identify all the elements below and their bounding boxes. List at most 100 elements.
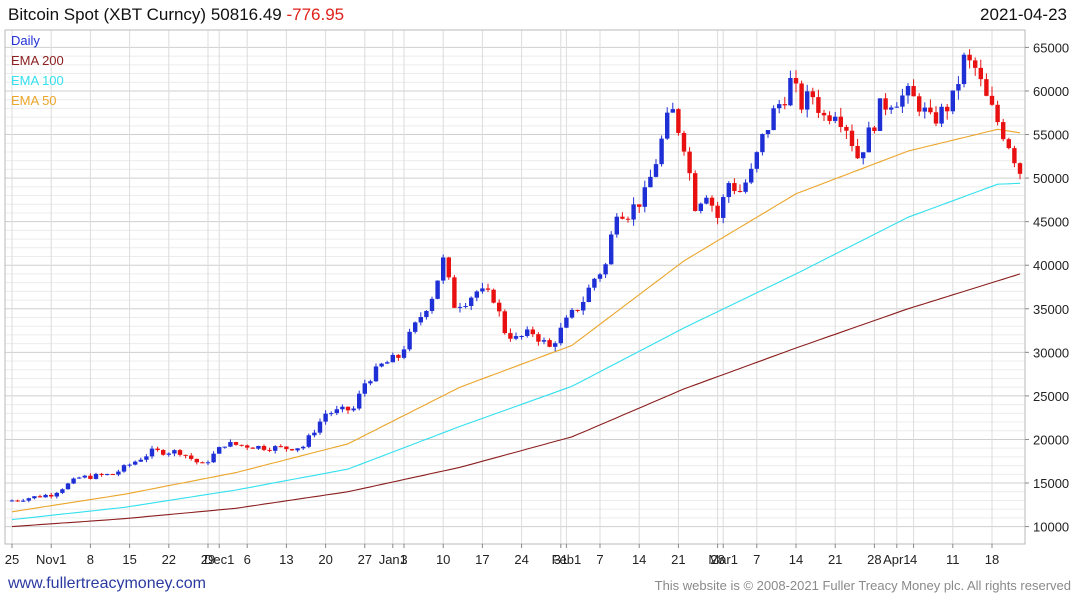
candle-body — [687, 151, 692, 174]
candle — [984, 73, 989, 97]
legend-item: EMA 100 — [11, 73, 64, 88]
candle — [345, 406, 351, 414]
candle-body — [77, 477, 82, 479]
candle-body — [782, 104, 787, 106]
chart-header: Bitcoin Spot (XBT Curncy) 50816.49 -776.… — [0, 0, 1075, 30]
legend: Daily EMA 200 EMA 100 EMA 50 — [11, 33, 64, 108]
candle-body — [306, 435, 311, 447]
x-tick-label: 4 — [910, 552, 917, 567]
candle-body — [586, 287, 591, 302]
chart-date: 2021-04-23 — [980, 5, 1067, 24]
candle — [866, 121, 871, 153]
x-tick-label: Nov1 — [36, 552, 66, 567]
candle-body — [749, 168, 754, 183]
candle — [793, 70, 799, 93]
candle-body — [250, 447, 255, 449]
y-axis: 10000 15000 20000 25000 30000 35000 40000 45000… — [1025, 40, 1069, 535]
candle-body — [984, 79, 989, 96]
candle-body — [799, 83, 804, 110]
candle — [530, 326, 535, 338]
candle — [631, 197, 636, 226]
candles — [9, 49, 1023, 503]
candle-body — [26, 498, 31, 501]
plot-frame — [4, 29, 1026, 545]
candle — [894, 102, 899, 108]
candle-body — [978, 67, 983, 80]
candle-body — [967, 54, 972, 61]
candle-body — [9, 500, 15, 502]
candle — [676, 108, 681, 136]
candle — [508, 328, 513, 342]
candle-body — [894, 106, 899, 108]
candle-body — [827, 115, 832, 121]
x-tick-label: Jan1 — [379, 552, 407, 567]
candle-body — [166, 453, 171, 455]
candle — [457, 302, 463, 313]
candle — [877, 98, 883, 132]
candle — [715, 201, 720, 225]
candle-body — [105, 474, 110, 476]
candle — [855, 138, 860, 159]
candle — [351, 406, 356, 412]
candle — [267, 447, 272, 453]
candle-body — [838, 116, 843, 127]
x-tick-label: 21 — [671, 552, 685, 567]
candle — [592, 277, 597, 291]
candle — [1017, 162, 1023, 180]
candle-body — [637, 204, 642, 207]
candle-body — [396, 354, 401, 358]
candle — [709, 195, 715, 212]
candle-body — [446, 257, 451, 278]
y-tick-label: 40000 — [1033, 258, 1069, 273]
candle — [77, 476, 82, 479]
candle-body — [917, 96, 922, 112]
candle — [665, 107, 670, 140]
candle — [995, 100, 1000, 126]
copyright-text: This website is © 2008-2021 Fuller Treac… — [654, 578, 1071, 593]
candle-body — [737, 190, 743, 192]
candle-body — [866, 127, 871, 153]
candle-body — [133, 461, 138, 465]
candle-body — [474, 291, 479, 298]
candle-body — [889, 107, 894, 110]
candle-body — [21, 500, 26, 502]
candle-body — [698, 203, 703, 211]
candle-body — [631, 204, 636, 220]
candle — [485, 283, 491, 293]
candle-body — [597, 274, 603, 279]
candle-body — [144, 456, 149, 460]
x-tick-label: 3 — [400, 552, 407, 567]
candle — [653, 159, 659, 178]
candle-body — [49, 494, 54, 497]
candle-body — [642, 187, 647, 207]
candle — [401, 345, 407, 360]
candle — [670, 102, 675, 113]
candle — [368, 379, 373, 386]
candle-body — [407, 331, 412, 350]
candle — [161, 449, 166, 456]
candle — [396, 354, 401, 361]
candle-body — [295, 448, 300, 451]
x-tick-label: 20 — [318, 552, 332, 567]
candle — [821, 109, 827, 121]
candle-body — [205, 462, 211, 464]
candle-body — [821, 112, 827, 116]
candle-body — [329, 413, 334, 415]
candle-body — [883, 98, 888, 110]
candle-body — [88, 475, 93, 479]
candle — [183, 454, 188, 459]
x-tick-label: 17 — [475, 552, 489, 567]
candle — [704, 195, 709, 205]
candle-body — [995, 104, 1000, 123]
y-tick-label: 35000 — [1033, 302, 1069, 317]
candle — [133, 460, 138, 466]
candle-body — [323, 413, 328, 422]
candle-body — [609, 234, 614, 265]
x-tick-label: 28 — [710, 552, 724, 567]
candle — [37, 494, 43, 498]
site-link[interactable]: www.fullertreacymoney.com — [8, 575, 206, 592]
candle-body — [816, 97, 821, 113]
candle-body — [368, 381, 373, 384]
candle-body — [519, 336, 524, 338]
candle — [273, 445, 278, 454]
